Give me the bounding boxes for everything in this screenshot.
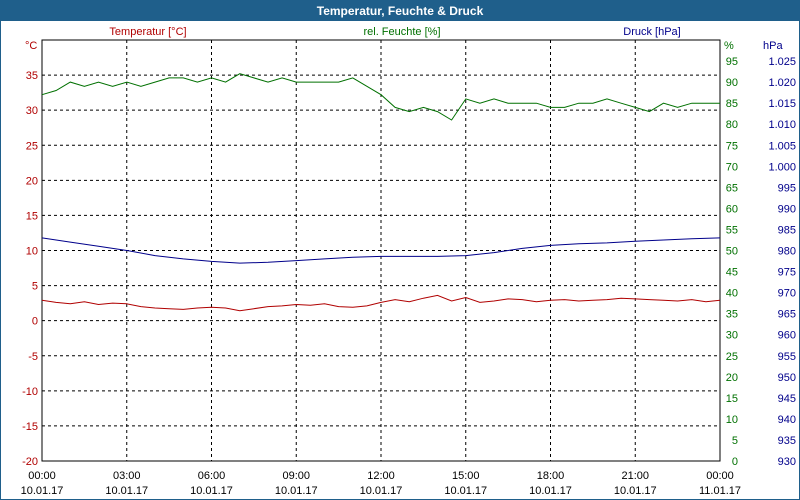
humidity-axis-label: rel. Feuchte [%] (363, 26, 440, 38)
humidity-tick-label: 55 (726, 224, 738, 236)
temperature-tick-label: -5 (28, 351, 38, 363)
pressure-tick-label: 1.000 (768, 161, 796, 173)
x-tick-date-label: 10.01.17 (21, 485, 64, 497)
x-tick-time-label: 00:00 (706, 470, 734, 482)
pressure-tick-label: 945 (778, 393, 796, 405)
pressure-tick-label: 1.010 (768, 119, 796, 131)
humidity-tick-label: 15 (726, 393, 738, 405)
pressure-tick-label: 965 (778, 309, 796, 321)
humidity-tick-label: 35 (726, 309, 738, 321)
x-tick-time-label: 12:00 (367, 470, 395, 482)
x-tick-date-label: 10.01.17 (360, 485, 403, 497)
pressure-tick-label: 955 (778, 351, 796, 363)
pressure-tick-label: 1.025 (768, 56, 796, 68)
x-tick-date-label: 10.01.17 (190, 485, 233, 497)
pressure-series-line (41, 237, 721, 264)
humidity-tick-label: 50 (726, 246, 738, 258)
x-tick-date-label: 10.01.17 (105, 485, 148, 497)
humidity-unit-label: % (724, 40, 734, 52)
humidity-tick-label: 60 (726, 203, 738, 215)
window-title: Temperatur, Feuchte & Druck (1, 1, 799, 21)
temperature-unit-label: °C (25, 40, 37, 52)
pressure-tick-label: 940 (778, 414, 796, 426)
pressure-tick-label: 935 (778, 435, 796, 447)
humidity-tick-label: 95 (726, 56, 738, 68)
humidity-tick-label: 20 (726, 372, 738, 384)
pressure-unit-label: hPa (763, 40, 783, 52)
pressure-tick-label: 1.020 (768, 77, 796, 89)
temperature-tick-label: 10 (26, 246, 38, 258)
humidity-tick-label: 80 (726, 119, 738, 131)
humidity-tick-label: 85 (726, 98, 738, 110)
temperature-tick-label: 25 (26, 140, 38, 152)
grid-lines (42, 40, 720, 461)
pressure-tick-label: 970 (778, 288, 796, 300)
temperature-tick-label: -15 (22, 421, 38, 433)
x-tick-date-label: 11.01.17 (699, 485, 741, 497)
x-tick-time-label: 03:00 (113, 470, 141, 482)
pressure-tick-label: 960 (778, 330, 796, 342)
x-tick-date-label: 10.01.17 (444, 485, 487, 497)
temperature-tick-label: 5 (32, 281, 38, 293)
x-tick-time-label: 15:00 (452, 470, 480, 482)
x-tick-time-label: 06:00 (198, 470, 226, 482)
humidity-tick-label: 25 (726, 351, 738, 363)
data-series (41, 73, 721, 312)
humidity-tick-label: 5 (732, 435, 738, 447)
pressure-tick-label: 990 (778, 203, 796, 215)
x-tick-date-label: 10.01.17 (275, 485, 318, 497)
plot-area (41, 39, 721, 462)
pressure-tick-label: 975 (778, 267, 796, 279)
humidity-tick-label: 45 (726, 267, 738, 279)
temperature-tick-label: -10 (22, 386, 38, 398)
temperature-tick-label: 30 (26, 105, 38, 117)
humidity-tick-label: 40 (726, 288, 738, 300)
x-tick-date-label: 10.01.17 (529, 485, 572, 497)
pressure-tick-label: 930 (778, 456, 796, 468)
x-tick-date-label: 10.01.17 (614, 485, 657, 497)
pressure-tick-label: 1.015 (768, 98, 796, 110)
x-tick-time-label: 21:00 (621, 470, 649, 482)
pressure-axis-label: Druck [hPa] (623, 26, 680, 38)
temperature-tick-label: 15 (26, 210, 38, 222)
humidity-tick-label: 30 (726, 330, 738, 342)
pressure-tick-label: 995 (778, 182, 796, 194)
pressure-tick-label: 980 (778, 246, 796, 258)
humidity-tick-label: 10 (726, 414, 738, 426)
humidity-tick-label: 65 (726, 182, 738, 194)
temperature-tick-label: 0 (32, 316, 38, 328)
humidity-tick-label: 70 (726, 161, 738, 173)
temperature-tick-label: 35 (26, 70, 38, 82)
humidity-tick-label: 75 (726, 140, 738, 152)
pressure-tick-label: 1.005 (768, 140, 796, 152)
x-tick-time-label: 18:00 (537, 470, 565, 482)
humidity-tick-label: 0 (732, 456, 738, 468)
x-tick-time-label: 09:00 (282, 470, 310, 482)
temperature-tick-label: -20 (22, 456, 38, 468)
temperature-series-line (41, 294, 721, 312)
temperature-tick-label: 20 (26, 175, 38, 187)
temperature-axis-label: Temperatur [°C] (109, 26, 186, 38)
humidity-tick-label: 90 (726, 77, 738, 89)
pressure-tick-label: 985 (778, 224, 796, 236)
tick-labels: 35302520151050-5-10-15-20959085807570656… (21, 56, 796, 497)
pressure-tick-label: 950 (778, 372, 796, 384)
x-tick-time-label: 00:00 (28, 470, 56, 482)
humidity-series-line (41, 73, 720, 121)
